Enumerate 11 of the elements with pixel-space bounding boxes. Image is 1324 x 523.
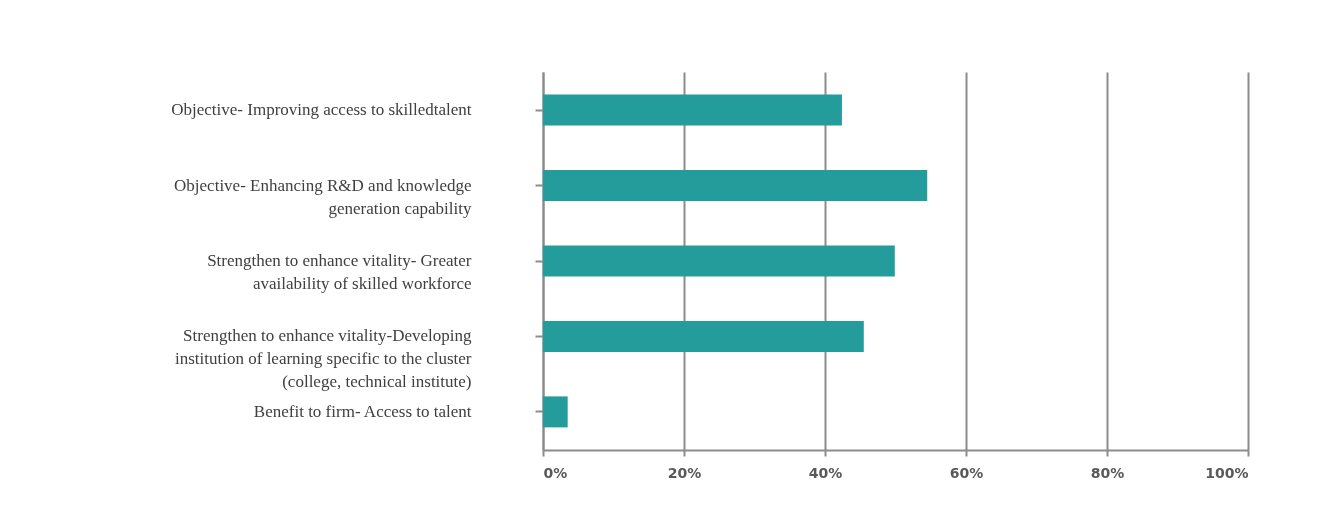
y-tick-label: Strengthen to enhance vitality-Developing institution of learning specific to the cluster (college, technical institute): [175, 326, 472, 392]
x-tick-label: 80%: [1090, 464, 1125, 481]
x-tick-label: 0%: [543, 464, 568, 481]
x-tick-label: 40%: [808, 464, 843, 481]
x-tick-label: 20%: [667, 464, 702, 481]
y-tick-label: Objective- Improving access to skilledtalent: [171, 100, 472, 120]
x-tick-label: 60%: [949, 464, 984, 481]
y-tick-label: Strengthen to enhance vitality- Greater availability of skilled workforce: [207, 251, 472, 293]
x-tick-label: 100%: [1205, 464, 1249, 481]
y-tick-label: Benefit to firm- Access to talent: [253, 401, 472, 421]
y-tick-label: Objective- Enhancing R&D and knowledge generation capability: [174, 175, 472, 218]
